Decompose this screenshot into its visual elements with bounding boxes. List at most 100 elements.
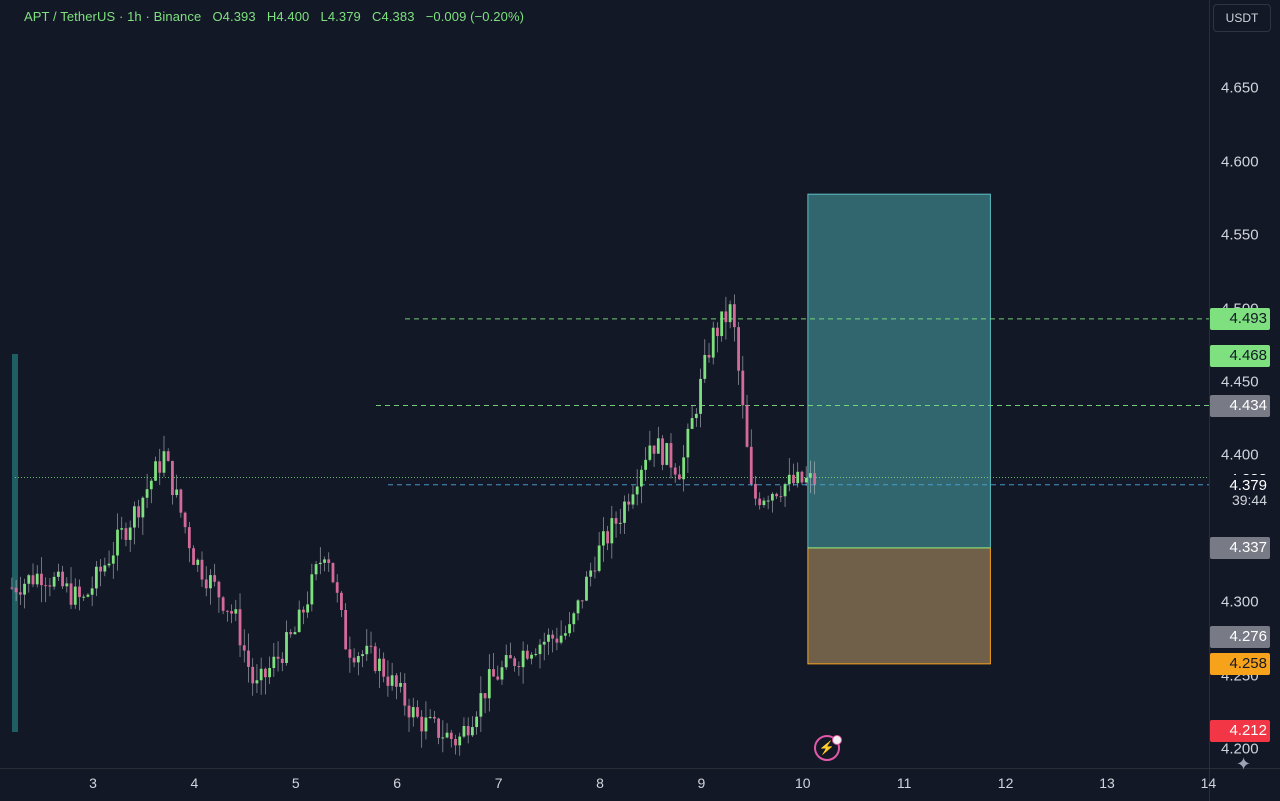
candle-body: [779, 496, 783, 498]
time-tick-label: 4: [190, 775, 199, 791]
candle-body: [483, 693, 487, 699]
time-tick-label: 8: [596, 775, 604, 791]
candle-body: [428, 716, 432, 718]
price-tick-label: 4.650: [1221, 79, 1259, 97]
candle-body: [399, 682, 402, 687]
candle-body: [737, 327, 740, 371]
price-tick-label: 4.550: [1221, 226, 1259, 244]
candle-body: [614, 518, 618, 524]
sparkle-icon[interactable]: ✦: [1236, 754, 1252, 774]
candle-body: [128, 527, 132, 540]
candle-body: [196, 559, 200, 565]
candle-body: [707, 355, 711, 358]
candle-body: [86, 594, 90, 597]
candle-body: [56, 571, 60, 577]
candle-body: [31, 575, 35, 585]
candle-body: [762, 500, 766, 506]
chart-pane[interactable]: APT / TetherUS · 1h · Binance O4.393 H4.…: [0, 0, 1209, 768]
candle-body: [652, 445, 656, 454]
candle-body: [268, 668, 272, 678]
candle-body: [272, 656, 276, 669]
left-accent-bar: [12, 354, 18, 732]
candle-body: [770, 493, 774, 501]
candle-body: [217, 581, 221, 598]
candle-body: [694, 413, 698, 419]
candle-body: [10, 587, 14, 589]
candle-body: [673, 467, 677, 475]
candle-body: [234, 609, 238, 614]
candle-body: [471, 727, 474, 736]
candle-body: [361, 654, 364, 657]
currency-button[interactable]: USDT: [1213, 4, 1271, 32]
candle-body: [280, 658, 284, 663]
legend-symbol[interactable]: APT / TetherUS · 1h · Binance: [24, 9, 202, 24]
candle-body: [369, 645, 373, 647]
time-tick-label: 11: [896, 775, 912, 791]
candle-body: [116, 529, 119, 556]
candle-body: [310, 574, 314, 605]
candle-body: [682, 457, 686, 480]
candle-body: [665, 443, 669, 465]
time-tick-label: 3: [89, 775, 97, 791]
candle-body: [627, 501, 631, 505]
candle-body: [568, 624, 571, 634]
candle-body: [449, 732, 453, 739]
candle-body: [44, 585, 48, 587]
candle-body: [255, 680, 259, 684]
lightning-alert-icon[interactable]: ⚡: [814, 735, 840, 761]
candle-body: [378, 658, 381, 672]
candle-body: [247, 650, 250, 667]
candle-body: [213, 575, 217, 582]
candle-body: [424, 717, 428, 732]
candle-body: [314, 564, 318, 575]
candle-body: [407, 705, 411, 718]
candle-body: [534, 654, 538, 656]
candle-body: [559, 635, 563, 643]
time-scale[interactable]: [0, 768, 1209, 801]
candle-body: [813, 473, 817, 485]
candle-body: [340, 592, 343, 610]
candle-body: [754, 483, 757, 499]
price-tick-label: 4.300: [1221, 593, 1259, 611]
candle-body: [525, 650, 529, 659]
candle-body: [597, 545, 601, 571]
candle-body: [323, 559, 326, 563]
candle-body: [513, 658, 517, 666]
candle-body: [758, 498, 762, 506]
candle-body: [78, 586, 81, 598]
candle-body: [297, 609, 301, 633]
candle-body: [335, 582, 339, 593]
candle-body: [690, 418, 694, 429]
candle-body: [35, 573, 39, 585]
price-tag: 4.276: [1210, 626, 1270, 649]
candle-body: [348, 649, 352, 658]
candle-body: [741, 370, 745, 406]
candle-body: [699, 378, 702, 414]
candle-body: [23, 583, 26, 595]
candle-body: [475, 716, 479, 728]
candle-body: [509, 655, 512, 659]
candle-body: [572, 613, 576, 625]
candle-body: [610, 518, 614, 544]
candle-body: [640, 469, 643, 487]
chart-canvas[interactable]: [0, 0, 1209, 768]
candle-body: [90, 588, 94, 595]
time-tick-label: 6: [393, 775, 402, 791]
candle-body: [352, 657, 356, 663]
candle-body: [631, 494, 635, 505]
candle-body: [82, 596, 86, 598]
scale-corner: [1209, 768, 1280, 801]
legend-open: O4.393: [212, 9, 256, 24]
candle-body: [318, 562, 322, 565]
candle-body: [724, 311, 728, 323]
candle-body: [551, 634, 555, 639]
candle-body: [732, 304, 736, 328]
candle-body: [171, 460, 174, 496]
candle-body: [703, 355, 707, 379]
price-tag: 4.258: [1210, 652, 1270, 675]
candle-body: [27, 575, 31, 584]
candle-body: [225, 610, 229, 612]
candle-body: [52, 576, 56, 587]
candle-body: [542, 641, 546, 645]
candle-body: [94, 566, 98, 589]
